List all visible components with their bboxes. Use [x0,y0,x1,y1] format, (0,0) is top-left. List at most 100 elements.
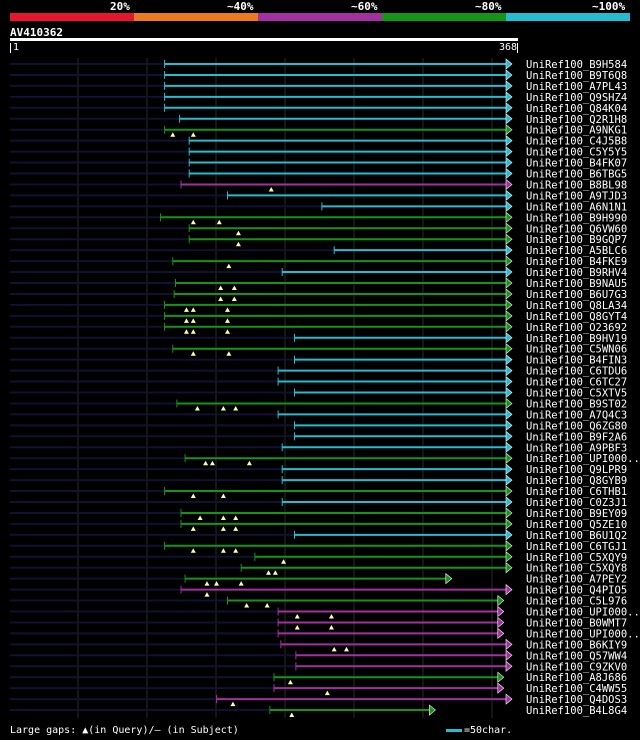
hit-row[interactable]: UniRef100_C5WN06 [10,343,627,356]
hit-row[interactable]: UniRef100_C6TC27 [10,375,627,389]
hit-label[interactable]: UniRef100_Q8LA34 [526,300,627,312]
hit-label[interactable]: UniRef100_B6U1Q2 [526,530,627,542]
hit-row[interactable]: UniRef100_B4FIN3 [10,354,627,367]
hit-row[interactable]: UniRef100_A7Q4C3 [10,408,627,421]
hit-label[interactable]: UniRef100_C0Z3J1 [526,497,627,509]
hit-label[interactable]: UniRef100_B9F2A6 [526,431,627,443]
hit-label[interactable]: UniRef100_B4FKE9 [526,256,627,268]
hit-label[interactable]: UniRef100_A8J686 [526,672,627,684]
hit-row[interactable]: UniRef100_B4FK07 [10,156,627,170]
hit-label[interactable]: UniRef100_B9EY09 [526,508,627,520]
hit-row[interactable]: UniRef100_C5XQY8 [10,562,627,575]
hit-label[interactable]: UniRef100_C5XQY8 [526,563,627,575]
hit-label[interactable]: UniRef100_B8BL98 [526,179,627,191]
hit-row[interactable]: UniRef100_B9ST02 [10,397,627,411]
hit-row[interactable]: UniRef100_C4J5B8 [10,135,627,148]
hit-row[interactable]: UniRef100_Q5ZE10 [10,518,627,531]
hit-label[interactable]: UniRef100_A9PBF3 [526,442,627,454]
hit-row[interactable]: UniRef100_Q6ZG80 [10,419,627,432]
hit-row[interactable]: UniRef100_C0Z3J1 [10,496,627,509]
hit-label[interactable]: UniRef100_B9NAU5 [526,278,627,290]
hit-row[interactable]: UniRef100_A8J686 [10,671,627,685]
hit-row[interactable]: UniRef100_B9H990 [10,211,627,225]
hit-row[interactable]: UniRef100_A9PBF3 [10,441,627,454]
hit-label[interactable]: UniRef100_Q57WW4 [526,650,627,662]
hit-label[interactable]: UniRef100_B4FIN3 [526,355,627,367]
hit-label[interactable]: UniRef100_A9NKG1 [526,125,627,137]
hit-label[interactable]: UniRef100_Q6VW60 [526,223,627,235]
hit-label[interactable]: UniRef100_Q2R1H8 [526,114,627,126]
hit-row[interactable]: UniRef100_C5L976 [10,594,627,608]
hit-row[interactable]: UniRef100_B6U7G3 [10,288,627,301]
hit-row[interactable]: UniRef100_B9GQP7 [10,233,627,247]
hit-label[interactable]: UniRef100_C5XTV5 [526,388,627,400]
hit-label[interactable]: UniRef100_B6TBG5 [526,169,627,181]
hit-label[interactable]: UniRef100_B9H990 [526,212,627,224]
hit-label[interactable]: UniRef100_C6TGJ1 [526,541,627,553]
hit-row[interactable]: UniRef100_C6TGJ1 [10,540,627,553]
hit-row[interactable]: UniRef100_Q8LA34 [10,299,627,312]
hit-label[interactable]: UniRef100_C5L976 [526,596,627,608]
hit-label[interactable]: UniRef100_UPI000.. [526,628,640,640]
hit-label[interactable]: UniRef100_B4FK07 [526,158,627,170]
hit-label[interactable]: UniRef100_O23692 [526,322,627,334]
hit-row[interactable]: UniRef100_B9EY09 [10,507,627,520]
hit-label[interactable]: UniRef100_A7PEY2 [526,574,627,586]
hit-label[interactable]: UniRef100_B9ST02 [526,398,627,410]
hit-label[interactable]: UniRef100_Q9SHZ4 [526,92,627,104]
hit-label[interactable]: UniRef100_A6N1N1 [526,201,627,213]
hit-label[interactable]: UniRef100_B9RHV4 [526,267,627,279]
hit-row[interactable]: UniRef100_B6KIY9 [10,638,627,652]
hit-row[interactable]: UniRef100_B4L8G4 [10,704,627,718]
hit-label[interactable]: UniRef100_C4WW55 [526,683,627,695]
hit-row[interactable]: UniRef100_Q9LPR9 [10,463,627,476]
hit-label[interactable]: UniRef100_Q9LPR9 [526,464,627,476]
hit-row[interactable]: UniRef100_UPI000.. [10,605,640,619]
hit-row[interactable]: UniRef100_C5XQY9 [10,551,627,564]
hit-row[interactable]: UniRef100_B9F2A6 [10,430,627,443]
hit-row[interactable]: UniRef100_A9TJD3 [10,189,627,202]
hit-row[interactable]: UniRef100_B0WMT7 [10,616,627,630]
hit-label[interactable]: UniRef100_B9T6Q8 [526,70,627,82]
hit-label[interactable]: UniRef100_Q8GYB9 [526,475,627,487]
hit-label[interactable]: UniRef100_Q84K04 [526,103,627,115]
hit-row[interactable]: UniRef100_C5Y5Y5 [10,145,627,159]
hit-label[interactable]: UniRef100_B9HV19 [526,333,627,345]
hit-label[interactable]: UniRef100_C6TDU6 [526,366,627,378]
hit-row[interactable]: UniRef100_A7PEY2 [10,573,627,586]
hit-row[interactable]: UniRef100_Q9SHZ4 [10,91,627,104]
hit-row[interactable]: UniRef100_Q4PIO5 [10,583,627,597]
hit-label[interactable]: UniRef100_C5XQY9 [526,552,627,564]
hit-label[interactable]: UniRef100_A7Q4C3 [526,409,627,421]
hit-row[interactable]: UniRef100_A5BLC6 [10,244,627,257]
hit-label[interactable]: UniRef100_B6U7G3 [526,289,627,301]
hit-row[interactable]: UniRef100_Q84K04 [10,102,627,115]
hit-label[interactable]: UniRef100_C6THB1 [526,486,627,498]
hit-row[interactable]: UniRef100_B4FKE9 [10,255,627,269]
hit-row[interactable]: UniRef100_Q2R1H8 [10,113,627,126]
hit-label[interactable]: UniRef100_B6KIY9 [526,639,627,651]
hit-row[interactable]: UniRef100_C6TDU6 [10,364,627,378]
hit-row[interactable]: UniRef100_Q57WW4 [10,649,627,662]
hit-row[interactable]: UniRef100_Q8GYT4 [10,310,627,323]
hit-label[interactable]: UniRef100_Q4PIO5 [526,585,627,597]
hit-row[interactable]: UniRef100_C5XTV5 [10,386,627,400]
hit-label[interactable]: UniRef100_C5Y5Y5 [526,147,627,159]
hit-label[interactable]: UniRef100_A5BLC6 [526,245,627,257]
hit-label[interactable]: UniRef100_B0WMT7 [526,617,627,629]
hit-row[interactable]: UniRef100_C6THB1 [10,485,627,499]
hit-row[interactable]: UniRef100_Q6VW60 [10,222,627,236]
hit-row[interactable]: UniRef100_B8BL98 [10,178,627,192]
hit-row[interactable]: UniRef100_A7PL43 [10,80,627,93]
hit-label[interactable]: UniRef100_A7PL43 [526,81,627,93]
hit-row[interactable]: UniRef100_B6TBG5 [10,167,627,181]
hit-label[interactable]: UniRef100_UPI000.. [526,453,640,465]
hit-row[interactable]: UniRef100_B9H584 [10,58,627,71]
hit-row[interactable]: UniRef100_B6U1Q2 [10,529,627,542]
hit-row[interactable]: UniRef100_UPI000.. [10,627,640,640]
hit-label[interactable]: UniRef100_B9GQP7 [526,234,627,246]
hit-row[interactable]: UniRef100_Q8GYB9 [10,474,627,487]
hit-row[interactable]: UniRef100_B9HV19 [10,332,627,345]
hit-label[interactable]: UniRef100_C6TC27 [526,377,627,389]
hit-label[interactable]: UniRef100_Q6ZG80 [526,420,627,432]
